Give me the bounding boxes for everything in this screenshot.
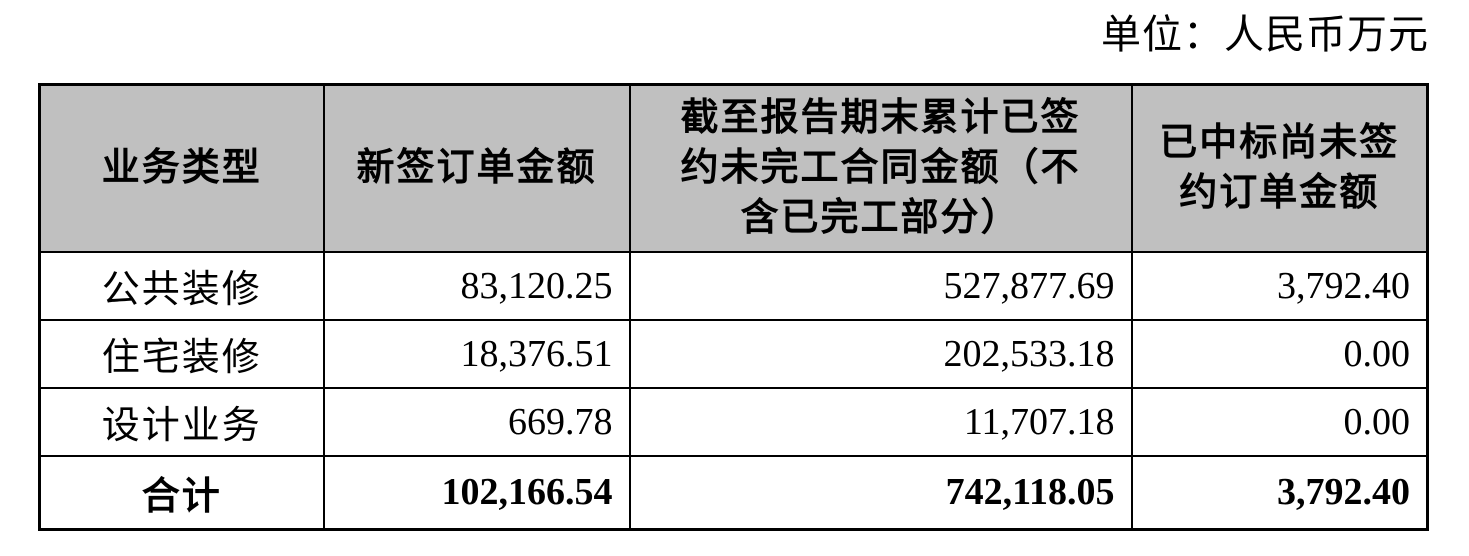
won-unsigned-cell: 0.00 xyxy=(1130,386,1429,457)
table-row-public-decoration: 公共装修 83,120.25 527,877.69 3,792.40 xyxy=(38,250,1429,321)
business-type-cell: 公共装修 xyxy=(38,250,325,321)
cumulative-uncompleted-cell: 202,533.18 xyxy=(628,318,1133,389)
cumulative-uncompleted-cell: 527,877.69 xyxy=(628,250,1133,321)
total-won-unsigned-cell: 3,792.40 xyxy=(1130,454,1429,531)
table-row-residential-decoration: 住宅装修 18,376.51 202,533.18 0.00 xyxy=(38,318,1429,389)
table-total-row: 合计 102,166.54 742,118.05 3,792.40 xyxy=(38,454,1429,531)
cumulative-uncompleted-cell: 11,707.18 xyxy=(628,386,1133,457)
total-cumulative-uncompleted-cell: 742,118.05 xyxy=(628,454,1133,531)
business-type-cell: 设计业务 xyxy=(38,386,325,457)
new-orders-cell: 18,376.51 xyxy=(322,318,631,389)
new-orders-cell: 669.78 xyxy=(322,386,631,457)
business-type-cell: 住宅装修 xyxy=(38,318,325,389)
won-unsigned-cell: 0.00 xyxy=(1130,318,1429,389)
new-orders-cell: 83,120.25 xyxy=(322,250,631,321)
won-unsigned-cell: 3,792.40 xyxy=(1130,250,1429,321)
column-header-cumulative-signed-uncompleted: 截至报告期末累计已签约未完工合同金额（不含已完工部分） xyxy=(628,83,1133,253)
table-header-row: 业务类型 新签订单金额 截至报告期末累计已签约未完工合同金额（不含已完工部分） … xyxy=(38,83,1429,253)
table-row-design-business: 设计业务 669.78 11,707.18 0.00 xyxy=(38,386,1429,457)
column-header-new-signed-orders: 新签订单金额 xyxy=(322,83,631,253)
unit-label: 单位：人民币万元 xyxy=(1101,12,1429,57)
total-new-orders-cell: 102,166.54 xyxy=(322,454,631,531)
column-header-won-bid-unsigned: 已中标尚未签约订单金额 xyxy=(1130,83,1429,253)
orders-table: 业务类型 新签订单金额 截至报告期末累计已签约未完工合同金额（不含已完工部分） … xyxy=(38,83,1429,531)
total-label-cell: 合计 xyxy=(38,454,325,531)
column-header-business-type: 业务类型 xyxy=(38,83,325,253)
